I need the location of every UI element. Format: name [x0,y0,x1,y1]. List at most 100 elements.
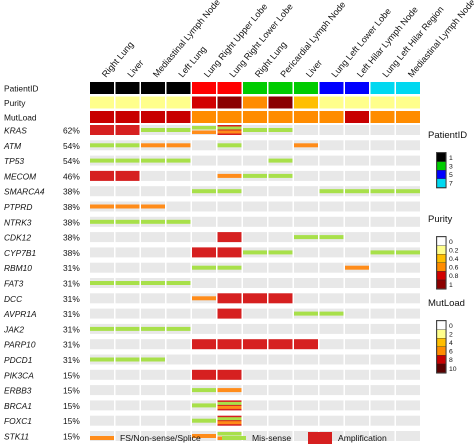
missense-mark [370,189,395,194]
annotation-cell [268,82,293,94]
gene-percentage: 15% [63,370,80,380]
oncoprint-cell-background [396,339,420,350]
oncoprint-cell-background [396,278,420,288]
oncoprint-cell-background [294,201,318,212]
fs-nonsense-splice-mark [192,434,216,438]
annotation-cell [370,82,395,94]
oncoprint-cell-background [243,385,267,396]
oncoprint-cell-background [268,431,293,441]
gene-label: RBM10 [4,263,32,273]
annotation-cell [319,111,344,123]
oncoprint-cell-background [243,140,267,151]
annotation-cell [141,96,165,109]
oncoprint-cell-background [396,308,420,319]
gene-label: ATM [3,141,21,151]
oncoprint-cell-background [294,262,318,273]
oncoprint-cell-background [294,323,318,334]
oncoprint-cell-background [192,201,216,212]
missense-mark [217,143,242,148]
oncoprint-cell-background [217,278,242,288]
missense-mark [141,128,165,132]
oncoprint-cell-background [115,308,140,319]
oncoprint-cell-background [268,323,293,334]
oncoprint-cell-background [370,232,395,243]
annotation-cell [243,96,267,109]
oncoprint-cell-background [345,308,369,319]
missense-mark [166,128,191,132]
annotation-cell [217,96,242,109]
oncoprint-cell-background [166,308,191,319]
oncoprint-cell-background [294,385,318,396]
bottom-legend-swatch [308,432,332,444]
oncoprint-cell-background [90,247,114,258]
oncoprint-cell-background [243,232,267,243]
missense-mark [217,265,242,270]
missense-mark [166,326,191,331]
annotation-cell [243,111,267,123]
amplification-mark [90,170,114,181]
fs-nonsense-splice-mark [217,388,242,393]
sample-label: Liver [304,58,324,79]
track-label: Purity [4,98,26,108]
oncoprint-cell-background [370,415,395,426]
oncoprint-cell-background [268,385,293,396]
oncoprint-cell-background [115,293,140,304]
gene-label: PDCD1 [4,355,32,365]
oncoprint-cell-background [345,369,369,380]
purity-legend-swatch [436,271,446,281]
oncoprint-cell-background [370,369,395,380]
sample-label: Liver [125,58,145,79]
oncoprint-cell-background [243,201,267,212]
oncoprint-cell-background [268,354,293,365]
annotation-cell [345,96,369,109]
oncoprint-cell-background [294,415,318,426]
missense-mark [396,189,420,194]
oncoprint-cell-background [141,431,165,441]
amplification-mark [217,247,242,258]
gene-percentage: 38% [63,202,80,212]
gene-percentage: 31% [63,263,80,273]
missense-mark [192,388,216,393]
fs-nonsense-splice-mark [217,130,242,134]
oncoprint-cell-background [141,262,165,273]
annotation-cell [141,82,165,94]
missense-mark [166,158,191,163]
oncoprint-cell-background [141,369,165,380]
oncoprint-cell-background [268,369,293,380]
amplification-mark [217,308,242,319]
patient-legend-label: 3 [449,163,453,170]
oncoprint-cell-background [217,155,242,166]
oncoprint-cell-background [166,170,191,181]
gene-percentage: 62% [63,126,80,136]
oncoprint-cell-background [294,216,318,227]
missense-mark [217,432,242,436]
oncoprint-cell-background [166,354,191,365]
annotation-cell [90,82,114,94]
missense-mark [192,265,216,270]
annotation-cell [90,111,114,123]
missense-mark [141,281,165,285]
bottom-legend-label: Mis-sense [252,433,291,443]
missense-mark [294,311,318,316]
gene-label: AVPR1A [3,309,37,319]
missense-mark [166,281,191,285]
oncoprint-cell-background [90,369,114,380]
oncoprint-cell-background [294,369,318,380]
oncoprint-cell-background [345,232,369,243]
missense-mark [115,357,140,362]
oncoprint-cell-background [141,308,165,319]
oncoprint-cell-background [294,125,318,135]
gene-label: SMARCA4 [4,187,45,197]
mutload-legend-title: MutLoad [428,298,465,309]
oncoprint-cell-background [166,186,191,197]
oncoprint-cell-background [192,354,216,365]
oncoprint-cell-background [370,140,395,151]
oncoprint-cell-background [90,232,114,243]
fs-nonsense-splice-mark [345,265,369,270]
amplification-mark [268,339,293,350]
patient-legend-label: 7 [449,181,453,188]
oncoprint-cell-background [396,431,420,441]
fs-nonsense-splice-mark [217,173,242,178]
oncoprint-cell-background [115,247,140,258]
patient-legend-label: 5 [449,172,453,179]
